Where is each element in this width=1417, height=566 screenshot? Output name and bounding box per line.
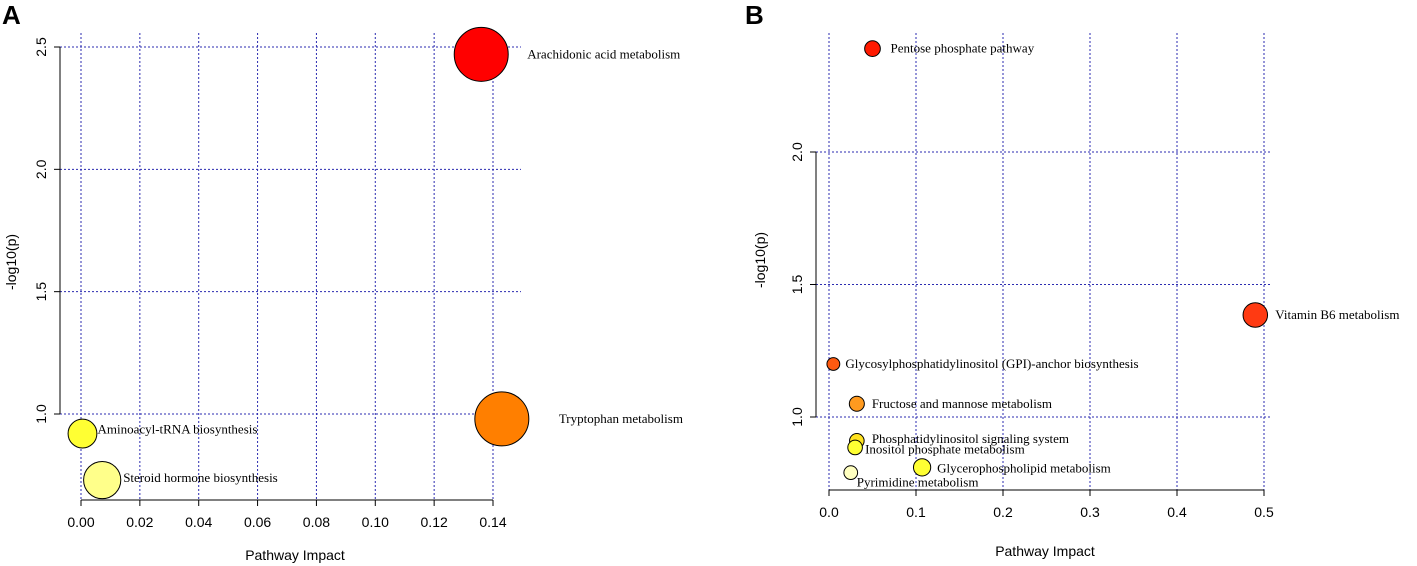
data-point-label: Pyrimidine metabolism: [857, 475, 979, 490]
x-tick-label: 0.14: [479, 514, 506, 530]
y-tick-label: 2.5: [33, 37, 49, 57]
data-point: [864, 40, 881, 58]
x-tick-label: 0.2: [993, 504, 1013, 520]
panel-a-ticks: 1.0 1.5 2.0 2.5 0.00 0.02 0.04 0.06 0.08 0.10 0.12…: [33, 37, 507, 530]
data-point-label: Phosphatidylinositol signaling system: [872, 431, 1069, 446]
data-point-label: Pentose phosphate pathway: [891, 41, 1035, 56]
data-point: [83, 460, 122, 500]
panel-b-ticks: 1.0 1.5 2.0 0.0 0.1 0.2 0.3 0.4 0.5: [789, 142, 1274, 520]
panel-a-points: [67, 26, 530, 500]
data-point-label: Glycosylphosphatidylinositol (GPI)-ancho…: [845, 356, 1138, 371]
x-tick-label: 0.10: [362, 514, 389, 530]
panel-b: B 1.0 1.5 2.0 0.0 0.1 0.2 0.3 0.4 0.5 Pentose ph…: [745, 0, 1399, 559]
panel-a-grid: [60, 33, 521, 500]
y-tick-label: 2.0: [789, 142, 805, 162]
panel-b-points: [826, 40, 1269, 481]
y-tick-label: 2.0: [33, 159, 49, 179]
data-point-label: Inositol phosphate metabolism: [865, 441, 1025, 456]
panel-a-axes: [59, 47, 493, 501]
x-tick-label: 0.08: [303, 514, 330, 530]
data-point-label: Fructose and mannose metabolism: [872, 396, 1052, 411]
panel-b-label: B: [745, 0, 764, 30]
panel-a: A 1.0 1.5 2.0 2.5 0.00 0.02 0.04 0.06 0.08 0.10 0.…: [2, 0, 683, 563]
x-tick-label: 0.5: [1254, 504, 1274, 520]
panel-a-ylabel: -log10(p): [3, 234, 19, 290]
x-tick-label: 0.1: [906, 504, 926, 520]
data-point-label: Glycerophospholipid metabolism: [937, 460, 1111, 475]
panel-b-xlabel: Pathway Impact: [995, 543, 1095, 559]
data-point-label: Vitamin B6 metabolism: [1275, 307, 1399, 322]
x-tick-label: 0.0: [819, 504, 839, 520]
x-tick-label: 0.4: [1167, 504, 1187, 520]
data-point-label: Tryptophan metabolism: [559, 411, 683, 426]
data-point: [826, 357, 841, 371]
panel-a-xlabel: Pathway Impact: [245, 547, 345, 563]
panel-b-point-labels: Pentose phosphate pathway Vitamin B6 meta…: [845, 41, 1399, 490]
data-point: [1242, 302, 1269, 328]
data-point: [67, 418, 98, 449]
data-point: [474, 391, 530, 447]
data-point: [912, 458, 932, 477]
data-point-label: Arachidonic acid metabolism: [527, 46, 680, 61]
x-tick-label: 0.12: [421, 514, 448, 530]
data-point: [843, 465, 859, 481]
data-point: [847, 439, 863, 456]
data-point: [453, 26, 509, 82]
panel-b-grid: [816, 33, 1272, 490]
y-tick-label: 1.0: [33, 404, 49, 424]
x-tick-label: 0.02: [126, 514, 153, 530]
data-point-label: Steroid hormone biosynthesis: [123, 470, 278, 485]
x-tick-label: 0.04: [185, 514, 212, 530]
y-tick-label: 1.0: [789, 407, 805, 427]
panel-b-ylabel: -log10(p): [752, 232, 768, 288]
data-point: [848, 395, 865, 412]
data-point-label: Aminoacyl-tRNA biosynthesis: [97, 422, 257, 437]
x-tick-label: 0.06: [244, 514, 271, 530]
y-tick-label: 1.5: [789, 275, 805, 295]
panel-a-label: A: [2, 0, 21, 30]
panel-a-point-labels: Arachidonic acid metabolism Tryptophan me…: [97, 46, 682, 485]
y-tick-label: 1.5: [33, 282, 49, 302]
x-tick-label: 0.00: [67, 514, 94, 530]
x-tick-label: 0.3: [1080, 504, 1100, 520]
